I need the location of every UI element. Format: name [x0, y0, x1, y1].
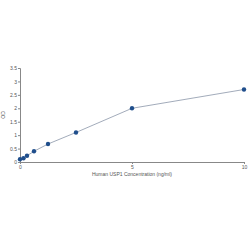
y-tick-mark [18, 162, 20, 163]
y-axis: 0 0.5 1 1.5 2 2.5 3 3.5 [10, 65, 20, 165]
data-point [242, 87, 246, 91]
x-axis: 0 5 10 [19, 162, 247, 170]
series [18, 87, 246, 161]
y-tick-label: 0.5 [10, 146, 17, 152]
x-tick-label: 10 [242, 164, 248, 170]
data-point [32, 149, 36, 153]
x-tick-label: 0 [19, 164, 22, 170]
data-line [20, 89, 244, 159]
x-axis-title: Human USP1 Concentration (ng/ml) [92, 171, 172, 177]
y-axis-title: OD [0, 111, 6, 119]
y-tick-mark [18, 81, 20, 82]
y-tick-label: 1 [14, 132, 17, 138]
y-axis-line [18, 69, 21, 163]
y-tick: 1 [14, 132, 20, 138]
chart: 0 5 10 0 0.5 1 1.5 2 2.5 3 3.5 Human USP1 Concentra… [0, 0, 250, 250]
y-tick-mark [18, 68, 20, 69]
y-tick: 3 [14, 79, 20, 85]
y-tick-label: 2.5 [10, 92, 17, 98]
y-tick: 1.5 [10, 119, 20, 125]
x-tick: 10 [242, 162, 248, 170]
data-point [46, 142, 50, 146]
y-tick-label: 0 [14, 159, 17, 165]
x-tick: 0 [19, 162, 22, 170]
y-tick-label: 3 [14, 79, 17, 85]
x-tick: 5 [131, 162, 134, 170]
y-tick-label: 1.5 [10, 119, 17, 125]
y-tick: 2 [14, 105, 20, 111]
y-tick-label: 3.5 [10, 65, 17, 71]
data-point [130, 106, 134, 110]
y-tick-mark [18, 135, 20, 136]
x-tick-label: 5 [131, 164, 134, 170]
y-tick: 0.5 [10, 146, 20, 152]
y-tick-mark [18, 95, 20, 96]
y-tick: 2.5 [10, 92, 20, 98]
data-point [74, 130, 78, 134]
y-tick-mark [18, 108, 20, 109]
data-point [25, 154, 29, 158]
y-tick: 3.5 [10, 65, 20, 71]
y-tick-mark [18, 149, 20, 150]
y-tick-label: 2 [14, 105, 17, 111]
plot-area: 0 5 10 0 0.5 1 1.5 2 2.5 3 3.5 [10, 65, 247, 169]
y-tick-mark [18, 122, 20, 123]
